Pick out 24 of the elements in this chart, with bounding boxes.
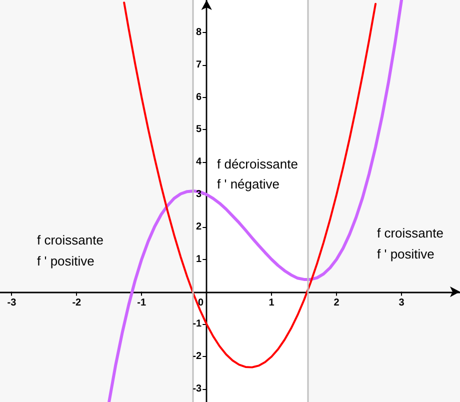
- y-tick-label: 5: [196, 124, 202, 136]
- y-tick-label: 2: [196, 221, 202, 232]
- annotation: f croissante: [37, 232, 104, 248]
- x-tick-label: -3: [7, 297, 17, 308]
- annotation: f croissante: [377, 226, 444, 240]
- y-tick-label: 8: [196, 26, 202, 38]
- annotation: f ' positive: [37, 254, 94, 268]
- y-tick-label: 6: [196, 92, 202, 103]
- annotation: f ' positive: [377, 246, 434, 262]
- x-tick-label: -2: [72, 297, 82, 308]
- x-tick-label: 1: [268, 297, 275, 308]
- y-tick-label: -1: [192, 318, 202, 330]
- y-tick-label: -2: [192, 351, 202, 362]
- x-tick-label: 3: [398, 297, 405, 308]
- x-tick-label: 2: [334, 297, 340, 308]
- x-tick-label: -1: [137, 297, 147, 308]
- y-tick-label: -3: [192, 384, 202, 395]
- y-tick-label: 1: [196, 254, 202, 265]
- annotation: f ' négative: [217, 176, 280, 192]
- x-tick-label: 0: [198, 297, 204, 308]
- annotation: f décroissante: [217, 156, 298, 172]
- y-tick-label: 4: [196, 156, 202, 168]
- line-series: [123, 2, 377, 368]
- y-tick-label: 7: [196, 59, 202, 70]
